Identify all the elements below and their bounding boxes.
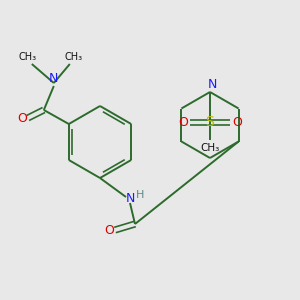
- Text: N: N: [207, 79, 217, 92]
- Text: S: S: [206, 115, 214, 129]
- Text: O: O: [17, 112, 27, 125]
- Text: H: H: [136, 190, 144, 200]
- Text: O: O: [104, 224, 114, 238]
- Text: O: O: [178, 116, 188, 128]
- Text: O: O: [232, 116, 242, 128]
- Text: CH₃: CH₃: [200, 143, 220, 153]
- Text: N: N: [49, 73, 58, 85]
- Text: N: N: [125, 191, 135, 205]
- Text: CH₃: CH₃: [19, 52, 37, 62]
- Text: CH₃: CH₃: [65, 52, 83, 62]
